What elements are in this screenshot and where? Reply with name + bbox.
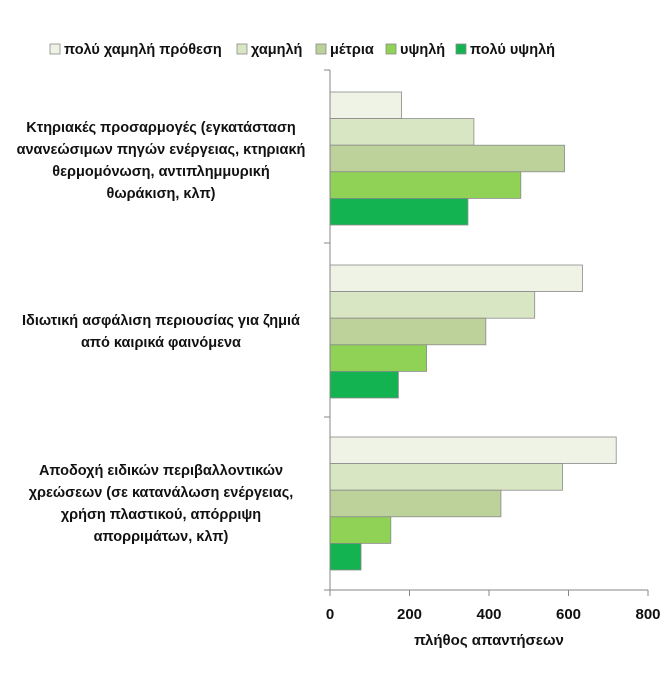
tick-labels: 0 200 400 600 800 (326, 606, 661, 623)
bar-2-3 (329, 317, 487, 346)
category-label-1-line-3: θερμομόνωση, αντιπλημμυρική (52, 164, 269, 180)
bar-1-1 (329, 91, 402, 120)
x-tick-label-1: 0 (326, 606, 334, 623)
legend: πολύ χαμηλή πρόθεση χαμηλή μέτρια υψηλή πολύ… (49, 42, 555, 58)
category-label-3-line-4: απορριμάτων, κλπ) (94, 529, 229, 545)
category-label-2-line-1: Ιδιωτική ασφάλιση περιουσίας για ζημιά (22, 313, 300, 329)
bar-3-2 (329, 463, 563, 491)
legend-swatch-1 (49, 43, 61, 55)
category-label-1-line-4: θωράκιση, κλπ) (107, 186, 216, 202)
bar-2-5 (329, 370, 399, 399)
bar-2-2 (329, 291, 536, 319)
x-tick-label-4: 600 (556, 606, 581, 623)
x-axis-title: πλήθος απαντήσεων (414, 632, 564, 649)
bar-3-3 (329, 489, 502, 518)
category-label-3-line-1: Αποδοχή ειδικών περιβαλλοντικών (39, 463, 283, 479)
category-label-1-line-2: ανανεώσιμων πηγών ενέργειας, κτηριακή (17, 142, 306, 158)
category-labels: Κτηριακές προσαρμογές (εγκατάσταση ανανεώ… (17, 120, 306, 545)
category-label-3-line-2: χρεώσεων (σε κατανάλωση ενέργειας, (29, 485, 294, 501)
legend-swatch-4 (385, 43, 397, 55)
bar-3-5 (329, 543, 362, 571)
bar-3-1 (329, 436, 617, 465)
bar-2-4 (329, 344, 427, 372)
bar-1-3 (329, 144, 565, 173)
legend-swatch-3 (315, 43, 327, 55)
bar-2-1 (329, 264, 583, 293)
category-label-2-line-2: από καιρικά φαινόμενα (81, 335, 241, 351)
legend-label-3: μέτρια (330, 42, 374, 58)
bar-1-5 (329, 197, 469, 226)
legend-swatch-2 (236, 43, 248, 55)
legend-label-2: χαμηλή (251, 42, 302, 58)
x-tick-label-3: 400 (476, 606, 501, 623)
category-label-3-line-3: χρήση πλαστικού, απόρριψη (61, 507, 261, 523)
category-label-1-line-1: Κτηριακές προσαρμογές (εγκατάσταση (26, 120, 296, 136)
axes (324, 69, 649, 596)
bar-1-2 (329, 118, 475, 146)
bar-1-4 (329, 171, 522, 199)
legend-label-4: υψηλή (400, 42, 445, 58)
x-tick-label-5: 800 (635, 606, 660, 623)
legend-swatch-5 (455, 43, 467, 55)
bar-3-4 (329, 516, 392, 544)
legend-label-5: πολύ υψηλή (470, 42, 555, 58)
legend-label-1: πολύ χαμηλή πρόθεση (64, 42, 222, 58)
x-tick-label-2: 200 (397, 606, 422, 623)
bars (329, 91, 617, 571)
